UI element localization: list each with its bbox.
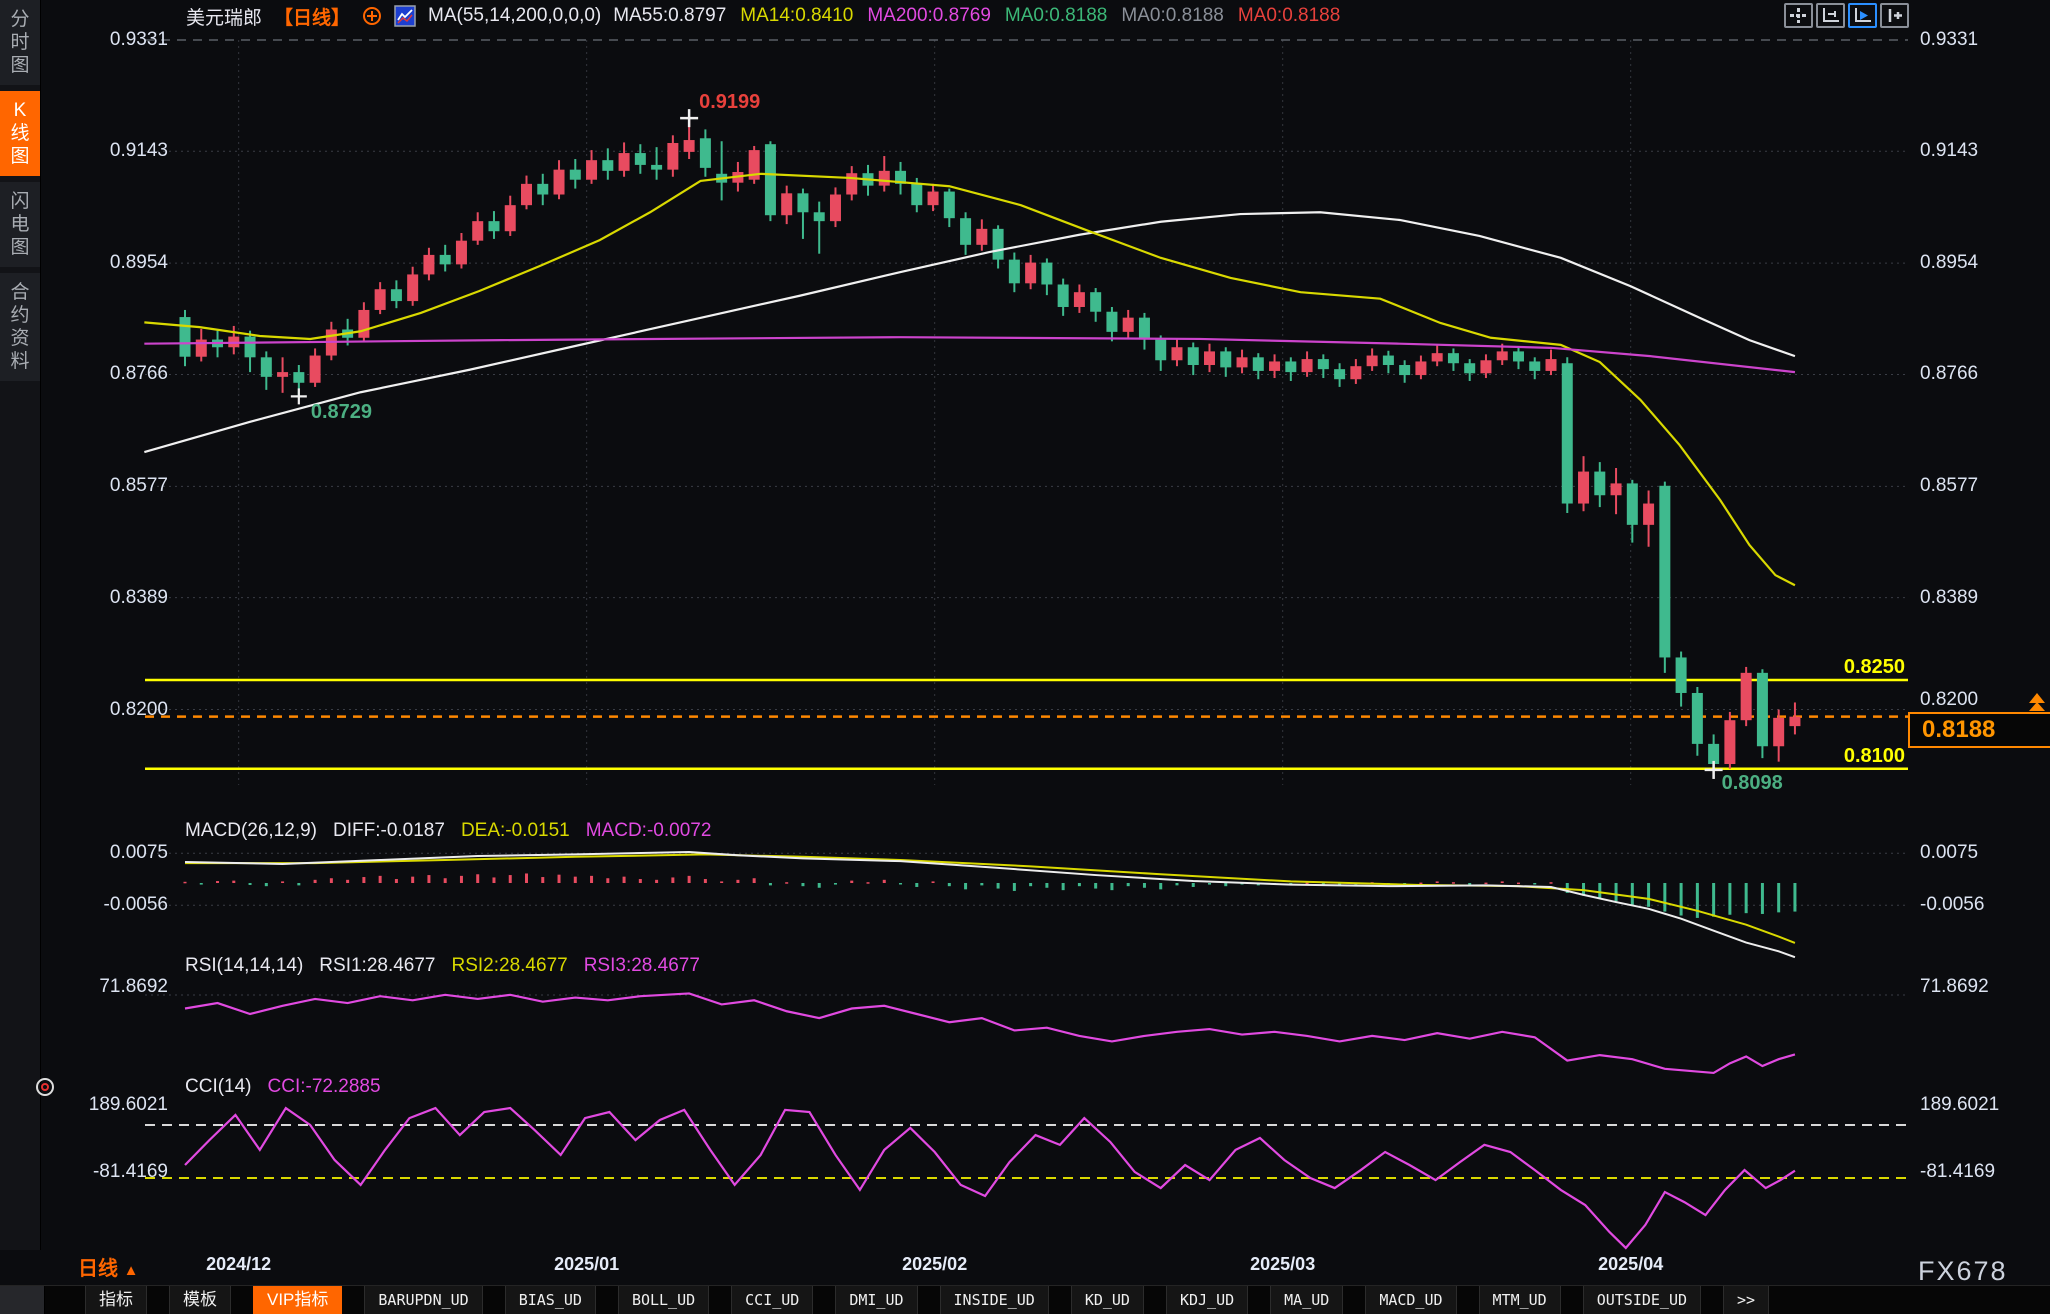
indicator-tab-macd_ud[interactable]: MACD_UD: [1365, 1286, 1457, 1314]
level-label: 0.8250: [1843, 655, 1905, 678]
sidebar-item-0[interactable]: 分时图: [0, 0, 40, 85]
ma-value-label: MA14:0.8410: [740, 5, 854, 26]
sidebar-item-2[interactable]: 闪电图: [0, 182, 40, 267]
ma-value-label: MA0:0.8188: [1237, 5, 1341, 26]
cci-tick-left: -81.4169: [92, 1161, 168, 1182]
indicator-tab-inside_ud[interactable]: INSIDE_UD: [939, 1286, 1049, 1314]
watermark: FX678: [1918, 1256, 2008, 1286]
y-axis-label-left: 0.8577: [109, 475, 168, 497]
sidebar-item-3[interactable]: 合约资料: [0, 273, 40, 381]
rsi-title: RSI(14,14,14): [185, 955, 304, 976]
y-axis-label-left: 0.9331: [109, 29, 168, 50]
indicator-tab-mtm_ud[interactable]: MTM_UD: [1478, 1286, 1561, 1314]
indicator-tab-cci_ud[interactable]: CCI_UD: [731, 1286, 814, 1314]
y-axis-label-right: 0.9143: [1920, 140, 1979, 162]
macd-diff-value: DIFF:-0.0187: [333, 820, 445, 841]
rsi-value-label: RSI1:28.4677: [319, 955, 436, 976]
period-arrow-icon: ▲: [123, 1262, 139, 1279]
y-axis-label-right: 0.9331: [1920, 29, 1979, 50]
rsi-panel-header: RSI(14,14,14) RSI1:28.4677 RSI2:28.4677 RS…: [185, 955, 700, 977]
swing-low-label: 0.8729: [310, 401, 372, 424]
y-axis-label-right: 0.8766: [1920, 363, 1979, 385]
period-tag: 【日线】: [274, 7, 351, 29]
x-axis-label: 2025/02: [902, 1254, 968, 1274]
rsi-tick-right: 71.8692: [1920, 976, 1989, 997]
macd-macd-value: MACD:-0.0072: [585, 820, 712, 841]
indicator-tab-barupdn_ud[interactable]: BARUPDN_UD: [364, 1286, 483, 1314]
snap-latest-icon[interactable]: [1880, 3, 1909, 28]
macd-title: MACD(26,12,9): [185, 820, 317, 841]
chart-toolbar: [1784, 3, 1909, 28]
ma-value-label: MA55:0.8797: [613, 5, 727, 26]
period-selector[interactable]: 日线 ▲: [78, 1258, 139, 1280]
indicator-tab-kdj_ud[interactable]: KDJ_UD: [1165, 1286, 1249, 1314]
ma-value-label: MA200:0.8769: [867, 5, 991, 26]
axis-scale-icon[interactable]: [1816, 3, 1845, 28]
y-axis-label-left: 0.8389: [109, 586, 168, 608]
ma-values: MA55:0.8797 MA14:0.8410 MA200:0.8769 MA0:0.…: [613, 5, 1340, 27]
indicator-tab-[interactable]: 指标: [85, 1286, 147, 1314]
macd-panel-header: MACD(26,12,9) DIFF:-0.0187 DEA:-0.0151 M…: [185, 820, 711, 842]
crosshair-add-icon[interactable]: [362, 6, 382, 26]
macd-tick-right: -0.0056: [1920, 894, 1985, 916]
y-axis-label-right: 0.8577: [1920, 475, 1979, 497]
axis-play-icon[interactable]: [1848, 3, 1877, 28]
bullseye-icon: [36, 1078, 54, 1096]
rsi-value-label: RSI3:28.4677: [583, 955, 700, 976]
indicator-tab-boll_ud[interactable]: BOLL_UD: [617, 1286, 710, 1314]
y-axis-label-right: 0.8389: [1920, 586, 1979, 608]
indicator-tab-[interactable]: 模板: [169, 1286, 231, 1314]
indicator-tab-dmi_ud[interactable]: DMI_UD: [835, 1286, 918, 1314]
indicator-tab-ma_ud[interactable]: MA_UD: [1270, 1286, 1344, 1314]
rsi-value-label: RSI2:28.4677: [451, 955, 568, 976]
symbol-title: 美元瑞郎: [186, 7, 263, 29]
low-price-label: 0.8098: [1721, 771, 1783, 794]
cci-value: CCI:-72.2885: [267, 1076, 381, 1097]
pan-crosshair-icon[interactable]: [1784, 3, 1813, 28]
indicator-tab-outside_ud[interactable]: OUTSIDE_UD: [1582, 1286, 1702, 1314]
indicator-tab-kd_ud[interactable]: KD_UD: [1070, 1286, 1144, 1314]
indicator-tab-[interactable]: >>: [1723, 1286, 1770, 1314]
macd-tick-left: -0.0056: [103, 894, 168, 916]
tabbar-corner: [0, 1286, 45, 1314]
y-axis-label-left: 0.8954: [109, 252, 168, 274]
cci-tick-right: -81.4169: [1920, 1161, 1996, 1182]
kline-style-icon[interactable]: [394, 5, 416, 27]
indicator-tab-bias_ud[interactable]: BIAS_UD: [504, 1286, 596, 1314]
ma-value-label: MA0:0.8188: [1004, 5, 1108, 26]
y-axis-label-right: 0.8954: [1920, 252, 1979, 274]
indicator-tab-vip[interactable]: VIP指标: [253, 1286, 343, 1314]
level-label: 0.8100: [1843, 744, 1905, 767]
y-axis-label-left: 0.8200: [109, 698, 168, 720]
y-axis-label-left: 0.9143: [109, 140, 168, 162]
x-axis-label: 2025/01: [554, 1254, 620, 1274]
cci-panel-header: CCI(14) CCI:-72.2885: [185, 1076, 381, 1098]
cci-tick-left: 189.6021: [88, 1094, 168, 1115]
chart-canvas[interactable]: [0, 0, 2050, 1250]
macd-tick-right: 0.0075: [1920, 842, 1979, 864]
indicator-tabbar: 指标 模板 VIP指标 BARUPDN_UD BIAS_UD BOLL_UD CCI_UD D…: [0, 1285, 2050, 1314]
x-axis-label: 2025/04: [1598, 1254, 1664, 1274]
chart-header: 美元瑞郎 【日线】 MA(55,14,200,0,0,0) MA55:0.879…: [186, 2, 1340, 30]
y-axis-label-right: 0.8200: [1920, 688, 1979, 710]
rsi-tick-left: 71.8692: [99, 976, 168, 997]
rsi-values: RSI1:28.4677 RSI2:28.4677 RSI3:28.4677: [319, 955, 700, 977]
x-axis-label: 2024/12: [206, 1254, 272, 1274]
y-axis-label-left: 0.8766: [109, 363, 168, 385]
high-price-label: 0.9199: [699, 91, 761, 114]
macd-dea-value: DEA:-0.0151: [460, 820, 570, 841]
x-axis-label: 2025/03: [1250, 1254, 1316, 1274]
current-price-tag: 0.8188: [1908, 711, 2050, 748]
cci-tick-right: 189.6021: [1920, 1094, 2000, 1115]
ma-settings-label: MA(55,14,200,0,0,0): [428, 5, 602, 26]
macd-tick-left: 0.0075: [109, 842, 168, 864]
ma-value-label: MA0:0.8188: [1121, 5, 1224, 26]
cci-title: CCI(14): [185, 1076, 252, 1097]
